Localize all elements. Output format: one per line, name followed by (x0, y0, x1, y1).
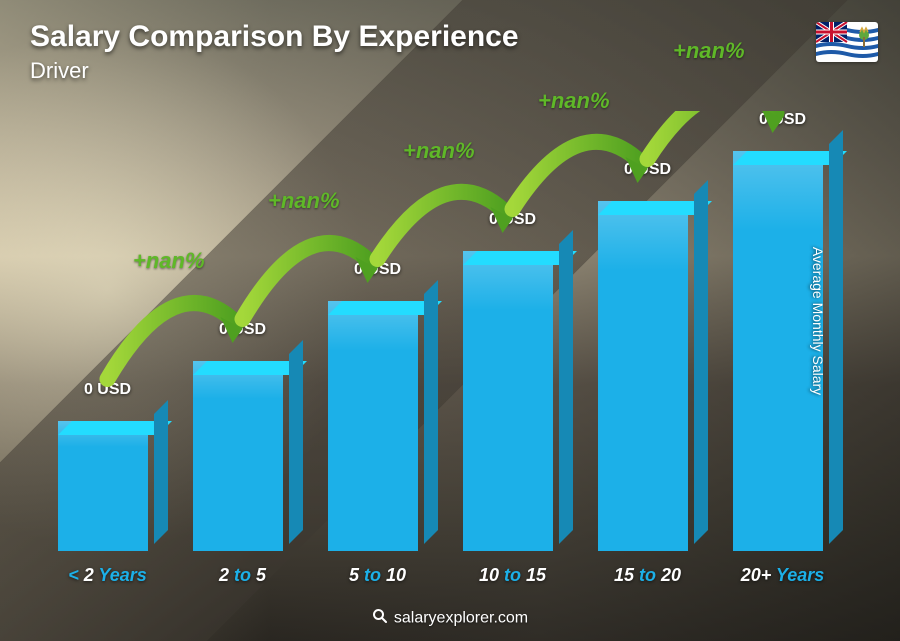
chart-area: 0 USD0 USD0 USD0 USD0 USD0 USD < 2 Years… (40, 101, 850, 581)
growth-arrow-label: +nan% (538, 88, 610, 114)
bar-front (328, 301, 418, 551)
chart-subtitle: Driver (30, 58, 870, 84)
bar-value-label: 0 USD (219, 321, 266, 339)
search-icon (372, 608, 388, 629)
bar-front (733, 151, 823, 551)
growth-arrow-label: +nan% (403, 138, 475, 164)
x-axis-label: 15 to 20 (588, 565, 708, 586)
growth-arrow-label: +nan% (133, 248, 205, 274)
bar-front (598, 201, 688, 551)
bar-side (289, 340, 303, 544)
x-axis-labels: < 2 Years 2 to 5 5 to 10 10 to 15 15 to 20 20… (40, 565, 850, 586)
bars-container: 0 USD 0 USD 0 USD 0 USD 0 USD 0 USD (40, 111, 850, 551)
bar: 0 USD (193, 361, 293, 551)
bar-group: 0 USD (588, 201, 708, 551)
bar-value-label: 0 USD (84, 381, 131, 399)
bar-front (58, 421, 148, 551)
bar-side (559, 230, 573, 544)
bar: 0 USD (328, 301, 428, 551)
bar-group: 0 USD (183, 361, 303, 551)
x-axis-label: 5 to 10 (318, 565, 438, 586)
x-axis-label: 10 to 15 (453, 565, 573, 586)
bar-group: 0 USD (48, 421, 168, 551)
footer: salaryexplorer.com (0, 608, 900, 629)
bar-value-label: 0 USD (624, 161, 671, 179)
x-axis-label: 2 to 5 (183, 565, 303, 586)
y-axis-label: Average Monthly Salary (810, 246, 826, 394)
footer-text: salaryexplorer.com (394, 610, 528, 627)
bar-front (193, 361, 283, 551)
bar-side (154, 400, 168, 544)
bar: 0 USD (598, 201, 698, 551)
bar-group: 0 USD (318, 301, 438, 551)
growth-arrow-label: +nan% (268, 188, 340, 214)
bar-front (463, 251, 553, 551)
bar-side (694, 180, 708, 544)
country-flag-biot (816, 22, 878, 62)
bar: 0 USD (58, 421, 158, 551)
bar-side (829, 130, 843, 544)
bar-group: 0 USD (453, 251, 573, 551)
x-axis-label: < 2 Years (48, 565, 168, 586)
x-axis-label: 20+ Years (723, 565, 843, 586)
chart-title: Salary Comparison By Experience (30, 20, 870, 54)
header: Salary Comparison By Experience Driver (30, 20, 870, 84)
bar-value-label: 0 USD (489, 211, 536, 229)
bar-value-label: 0 USD (759, 111, 806, 129)
bar-value-label: 0 USD (354, 261, 401, 279)
bar-side (424, 280, 438, 544)
bar: 0 USD (463, 251, 563, 551)
